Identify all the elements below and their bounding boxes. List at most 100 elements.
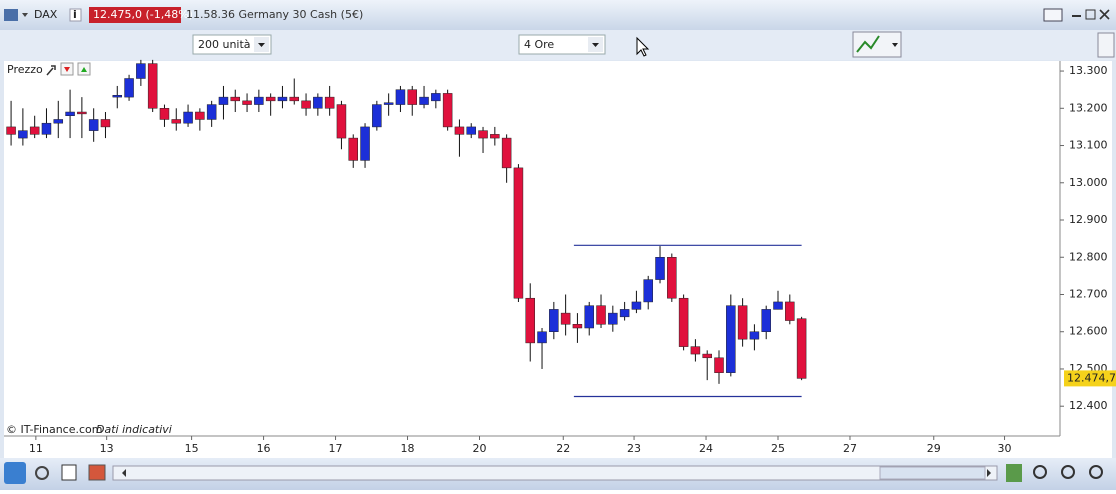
info-i: i	[73, 8, 77, 21]
candle-body	[289, 96, 300, 102]
keyboard-button[interactable]	[1043, 8, 1063, 22]
candle-body	[254, 96, 264, 105]
candle-body	[218, 96, 229, 105]
candle-body	[159, 108, 170, 120]
candle-body	[726, 305, 736, 373]
x-tick-label: 17	[329, 442, 343, 455]
zoom-out-button[interactable]	[1061, 465, 1075, 479]
y-tick-label: 13.300	[1069, 64, 1108, 77]
candle-body	[18, 130, 28, 139]
y-tick-label: 12.800	[1069, 250, 1108, 263]
indicator-arrow	[892, 43, 898, 47]
candle-body	[136, 63, 146, 79]
candle-body	[513, 167, 524, 299]
note: Dati indicativi	[96, 423, 172, 436]
last-price-tag	[1064, 370, 1116, 387]
copyright: © IT-Finance.com	[6, 423, 103, 436]
calc-button[interactable]	[1006, 464, 1022, 482]
x-tick-label: 23	[627, 442, 641, 455]
candle-body	[619, 309, 630, 318]
candle-body	[714, 357, 724, 373]
scroll-thumb[interactable]	[879, 466, 986, 480]
candle-body	[77, 111, 87, 115]
candle-body	[490, 134, 500, 139]
zoom-in-button[interactable]	[1089, 465, 1103, 479]
candle-body	[454, 126, 465, 135]
candle-body	[643, 279, 653, 303]
zoom-fit-button[interactable]	[1033, 465, 1047, 479]
candle-body	[242, 100, 252, 105]
candle-body	[324, 96, 335, 109]
candle-body	[631, 301, 642, 310]
candle-body	[537, 331, 547, 344]
candle-body	[124, 78, 134, 98]
candle-body	[419, 96, 429, 105]
down-icon	[64, 67, 70, 72]
candle-body	[431, 93, 441, 102]
scrollbar[interactable]	[112, 465, 998, 481]
y-tick-label: 12.900	[1069, 213, 1108, 226]
y-tick-label: 12.400	[1069, 399, 1108, 412]
quote-box	[89, 7, 181, 23]
candle-body	[265, 96, 276, 102]
x-tick-label: 22	[556, 442, 570, 455]
x-tick-label: 20	[472, 442, 486, 455]
x-tick-label: 11	[29, 442, 43, 455]
y-tick-label: 12.600	[1069, 325, 1108, 338]
table-button[interactable]	[88, 464, 106, 481]
y-tick-label: 13.200	[1069, 101, 1108, 114]
candle-body	[171, 119, 182, 124]
candle-body	[206, 104, 217, 120]
menu-arrow[interactable]	[22, 13, 28, 17]
x-tick-label: 24	[699, 442, 713, 455]
candle-body	[360, 126, 370, 161]
candle-body	[407, 89, 417, 105]
candle-body	[749, 331, 760, 340]
candle-body	[796, 318, 807, 379]
maximize-button[interactable]	[1085, 9, 1096, 20]
info-icon[interactable]	[69, 8, 82, 22]
x-tick-label: 27	[843, 442, 857, 455]
close-button[interactable]	[1099, 9, 1110, 20]
candle-body	[560, 312, 571, 325]
indicator-button[interactable]	[852, 31, 902, 58]
candle-body	[53, 119, 64, 124]
candle-body	[183, 111, 193, 124]
app-icon[interactable]	[4, 9, 18, 21]
period: 4 Ore	[524, 38, 554, 51]
candle-body	[301, 100, 311, 109]
candle-body	[230, 96, 241, 102]
x-axis-area	[4, 436, 1112, 458]
candle-body	[655, 257, 665, 280]
search-button[interactable]	[35, 466, 49, 480]
info: 11.58.36 Germany 30 Cash (5€)	[186, 8, 363, 21]
period-select[interactable]	[518, 34, 606, 55]
candle-body	[65, 111, 75, 116]
candle-body	[112, 95, 123, 98]
candle-body	[336, 104, 347, 139]
wrench-icon[interactable]	[46, 65, 56, 76]
list-button[interactable]	[61, 464, 77, 481]
y-tick-label: 13.100	[1069, 139, 1108, 152]
candle-body	[549, 309, 559, 332]
candles	[6, 59, 807, 384]
x-tick-label: 13	[100, 442, 114, 455]
units-select[interactable]	[192, 34, 272, 55]
candle-body	[761, 309, 771, 332]
minimize-button[interactable]	[1072, 15, 1081, 17]
candle-body	[277, 96, 288, 102]
candle-body	[596, 305, 606, 325]
candle-body	[6, 126, 16, 135]
select-arrow	[258, 43, 265, 47]
indicator-icon	[856, 35, 880, 53]
candle-body	[525, 297, 535, 344]
share-button[interactable]	[4, 462, 26, 484]
side-button[interactable]	[1097, 32, 1115, 58]
x-tick-label: 16	[257, 442, 271, 455]
candle-body	[678, 297, 689, 347]
panel-label: Prezzo	[7, 63, 43, 76]
candle-body	[785, 301, 795, 321]
candle-body	[313, 96, 323, 109]
